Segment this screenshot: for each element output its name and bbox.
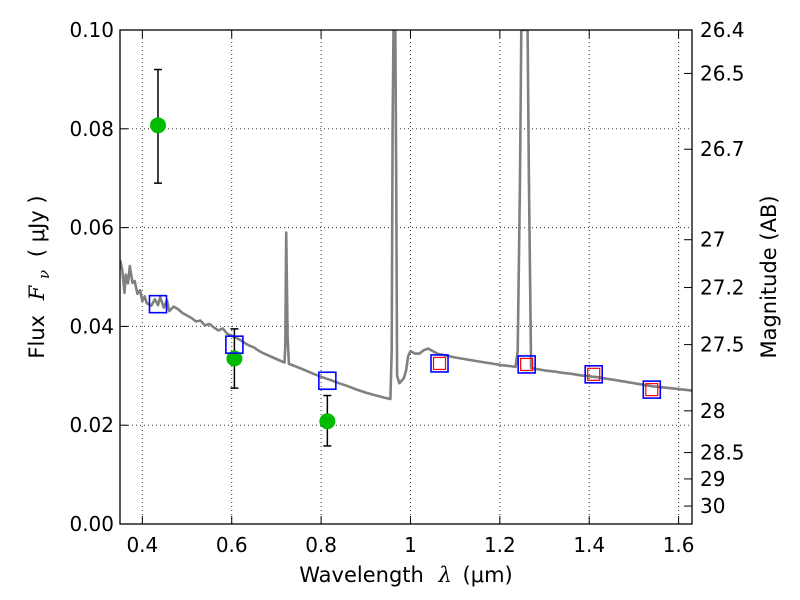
model-spectrum-line [120, 30, 692, 401]
model-flux-square [642, 380, 662, 399]
plot-frame [119, 29, 693, 525]
y2-tick-label: 28.5 [700, 441, 745, 465]
model-flux-square-small [432, 356, 447, 371]
model-flux-square [225, 335, 244, 354]
model-flux-square-small [520, 357, 534, 372]
y-axis-label: Flux F ν ( μJy ) [25, 195, 54, 358]
y-tick-label: 0.00 [69, 512, 114, 536]
y-tick-label: 0.10 [69, 18, 114, 42]
y2-tick-label: 26.7 [700, 137, 745, 161]
x-tick-labels: 0.4 0.6 0.8 1 1.2 1.4 1.6 [126, 533, 694, 557]
model-flux-square [430, 354, 449, 373]
grid-lines [120, 30, 692, 524]
axis-ticks [120, 29, 692, 525]
x-axis-label: Wavelength λ (μm) [299, 563, 512, 587]
x-tick-label: 1.4 [573, 533, 605, 557]
model-flux-square [517, 355, 536, 374]
y-axis-label-prefix: Flux [25, 315, 49, 359]
y2-tick-label: 29 [700, 467, 725, 491]
y-tick-label: 0.08 [69, 117, 114, 141]
observed-flux-point [226, 350, 243, 367]
y-tick-label: 0.04 [69, 314, 114, 338]
model-flux-square [148, 294, 168, 314]
x-axis-label-unit: (μm) [463, 563, 513, 587]
y-tick-labels: 0.00 0.02 0.04 0.06 0.08 0.10 [69, 18, 114, 536]
x-tick-label: 0.8 [305, 533, 337, 557]
y-tick-label: 0.06 [69, 216, 114, 240]
x-tick-label: 0.6 [216, 533, 248, 557]
model-flux-square [318, 371, 337, 391]
model-spectrum [120, 30, 692, 401]
y2-tick-label: 27.2 [700, 276, 745, 300]
data-points [148, 68, 662, 447]
y2-tick-label: 27.5 [700, 333, 745, 357]
observed-flux-point [319, 413, 336, 430]
x-tick-label: 1 [404, 533, 417, 557]
y-axis-label-symbol: F [25, 284, 49, 301]
model-flux-square-small [645, 383, 659, 397]
y2-tick-label: 26.5 [700, 61, 745, 85]
x-tick-label: 1.6 [663, 533, 695, 557]
y2-tick-label: 30 [700, 494, 725, 518]
plot-background [120, 30, 692, 524]
model-flux-square-small [587, 367, 601, 381]
x-tick-label: 0.4 [126, 533, 158, 557]
y2-tick-labels: 26.4 26.5 26.7 27 27.2 27.5 28 28.529 30 [700, 18, 745, 518]
y2-tick-label: 26.4 [700, 18, 745, 42]
y2-axis-label: Magnitude (AB) [757, 195, 781, 358]
x-axis-label-symbol: λ [438, 563, 452, 587]
y-axis-label-subscript: ν [35, 270, 53, 279]
model-flux-square [584, 365, 603, 384]
x-tick-label: 1.2 [484, 533, 516, 557]
y2-tick-label: 27 [700, 228, 725, 252]
y-tick-label: 0.02 [69, 413, 114, 437]
observed-flux-point [149, 117, 166, 134]
y-axis-label-unit: ( μJy ) [25, 195, 49, 257]
x-axis-label-prefix: Wavelength [299, 563, 424, 587]
y2-tick-label: 28 [700, 399, 725, 423]
